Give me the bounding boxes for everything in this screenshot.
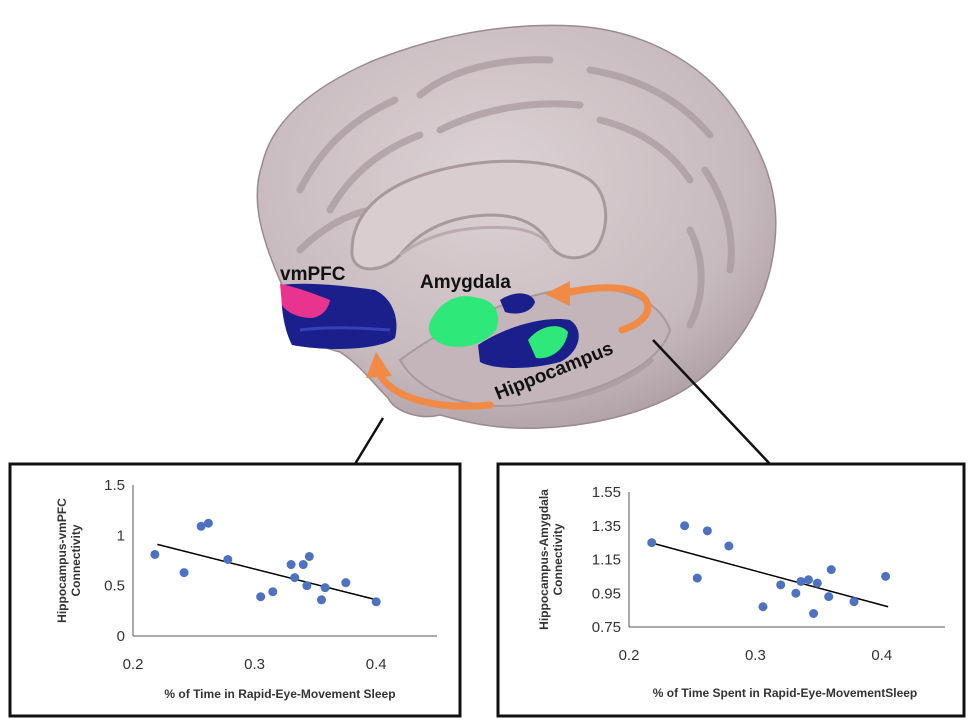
trendline: [650, 541, 889, 608]
y-tick-label: 1.15: [592, 552, 621, 569]
data-point: [203, 518, 213, 528]
y-tick-label: 0.5: [104, 578, 125, 595]
data-point: [223, 554, 233, 564]
chart-frame: [496, 462, 966, 718]
chart-panel-amygdala: 0.75 0.95 1.15 1.35 1.55 0.2 0.3 0.4 Hippocampus…: [496, 462, 966, 718]
gyri-folds: [296, 56, 735, 404]
data-point: [826, 565, 836, 575]
trendline: [157, 543, 377, 601]
x-tick-label: 0.4: [871, 647, 892, 664]
vmpfc-label: vmPFC: [280, 264, 346, 285]
x-tick-label: 0.3: [244, 656, 265, 673]
y-tick-label: 1: [117, 527, 125, 544]
data-point: [290, 573, 300, 583]
data-point: [286, 560, 296, 570]
x-tick-label: 0.3: [745, 647, 766, 664]
chart-panel-vmpfc: 0 0.5 1 1.5 0.2 0.3 0.4 Hippocampus-vmPFC Connec…: [8, 462, 462, 718]
y-axis-title: Hippocampus-vmPFC: [55, 498, 69, 623]
vmpfc-pink-region: [280, 284, 330, 318]
data-point: [680, 521, 690, 531]
data-point: [692, 573, 702, 583]
data-point: [371, 597, 381, 607]
x-axis-title: % of Time in Rapid-Eye-Movement Sleep: [164, 687, 395, 701]
data-point: [791, 588, 801, 598]
data-point: [341, 578, 351, 588]
data-point: [302, 581, 312, 591]
y-tick-label: 1.35: [592, 518, 621, 535]
x-axis-title: % of Time Spent in Rapid-Eye-MovementSle…: [653, 686, 918, 700]
arrow-to-amygdala: [561, 284, 652, 334]
x-tick-label: 0.4: [366, 656, 387, 673]
data-point: [256, 592, 266, 602]
data-point: [849, 597, 859, 607]
data-point: [881, 571, 891, 581]
data-point: [809, 609, 819, 618]
connector-left: [353, 417, 385, 465]
data-point: [150, 549, 160, 559]
amygdala-label: Amygdala: [420, 272, 511, 293]
y-tick-label: 0.75: [592, 619, 621, 636]
arrowhead-amygdala: [545, 281, 570, 306]
arrowhead-vmpfc: [366, 352, 392, 378]
data-point: [824, 592, 834, 602]
amygdala-blue-region: [500, 293, 535, 314]
data-point: [298, 560, 308, 570]
data-point: [803, 575, 813, 585]
arrow-to-vmpfc: [376, 371, 494, 410]
data-point: [304, 551, 314, 561]
y-tick-label: 0: [117, 628, 125, 645]
data-point: [758, 602, 768, 612]
data-point: [724, 541, 734, 551]
chart-frame: [8, 462, 462, 718]
data-point: [702, 526, 712, 536]
corpus-callosum: [350, 159, 608, 271]
data-point: [268, 587, 278, 597]
y-tick-label: 0.95: [592, 585, 621, 602]
y-tick-label: 1.55: [592, 484, 621, 501]
hippocampus-green-region: [528, 326, 568, 359]
data-point: [812, 578, 822, 588]
y-axis-title: Hippocampus-Amygdala: [537, 489, 551, 630]
data-point: [196, 521, 206, 531]
data-point: [647, 538, 657, 548]
data-point: [776, 580, 786, 590]
data-point: [796, 576, 806, 586]
data-point: [179, 568, 189, 578]
y-axis-title: Connectivity: [69, 524, 83, 596]
y-tick-label: 1.5: [104, 477, 125, 494]
data-point: [316, 595, 326, 605]
data-point: [320, 583, 330, 593]
x-tick-label: 0.2: [123, 656, 144, 673]
y-axis-title: Connectivity: [551, 523, 565, 595]
amygdala-green-region: [428, 296, 499, 347]
connector-right: [652, 339, 771, 465]
brain-illustration: vmPFC Amygdala Hippocampus: [256, 24, 777, 430]
x-tick-label: 0.2: [619, 647, 640, 664]
